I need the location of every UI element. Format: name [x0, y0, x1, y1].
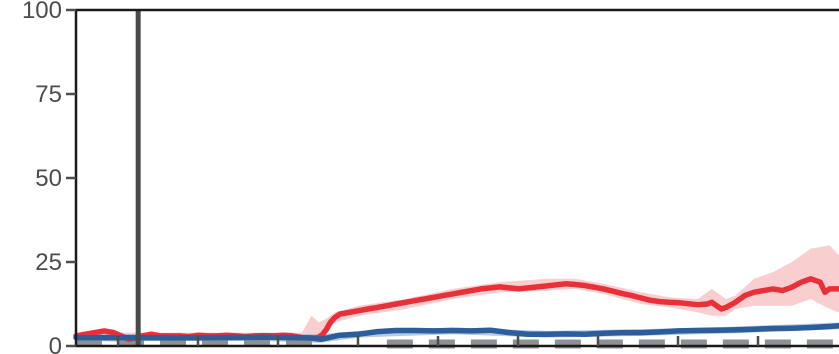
reference-lines: [76, 337, 839, 349]
y-tick-label-75: 75: [35, 81, 62, 108]
y-tick-label-100: 100: [22, 0, 62, 24]
series-lines: [73, 276, 839, 343]
y-tick-label-0: 0: [49, 333, 62, 354]
y-tick-label-50: 50: [35, 165, 62, 192]
series-1-line: [73, 323, 839, 343]
y-tick-label-25: 25: [35, 249, 62, 276]
axes: 0 25 50 75 100: [22, 0, 839, 354]
